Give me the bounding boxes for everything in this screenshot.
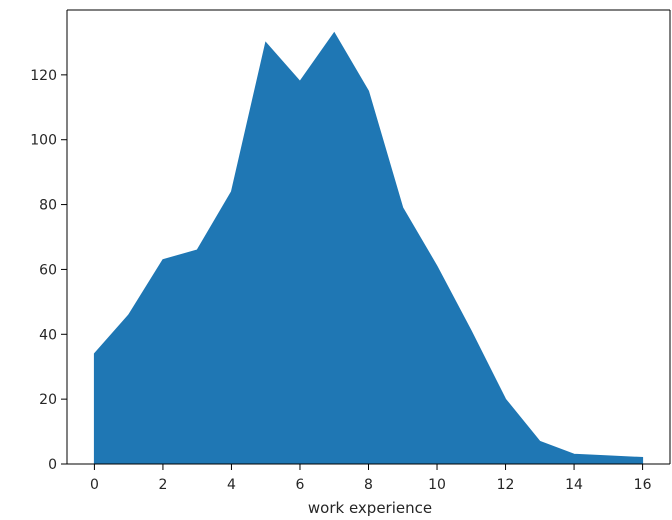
y-tick-label: 40 xyxy=(39,327,57,343)
y-tick-label: 100 xyxy=(30,133,57,149)
x-tick-label: 16 xyxy=(634,477,652,493)
x-tick-label: 10 xyxy=(428,477,446,493)
axes: 0 2 4 6 8 10 12 14 16 0 20 40 60 80 100 120 xyxy=(30,9,671,493)
x-tick-label: 12 xyxy=(497,477,515,493)
series-area-0 xyxy=(93,31,644,465)
y-tick-label: 120 xyxy=(30,68,57,84)
plot-area xyxy=(93,31,644,465)
y-tick-label: 20 xyxy=(39,392,57,408)
x-tick-label: 14 xyxy=(565,477,583,493)
x-tick-label: 4 xyxy=(227,477,236,493)
y-tick-label: 0 xyxy=(48,457,57,473)
x-tick-label: 0 xyxy=(90,477,99,493)
x-tick-label: 6 xyxy=(296,477,305,493)
x-axis-label: work experience xyxy=(308,499,432,517)
x-tick-label: 8 xyxy=(364,477,373,493)
x-tick-label: 2 xyxy=(158,477,167,493)
y-tick-label: 60 xyxy=(39,262,57,278)
y-tick-label: 80 xyxy=(39,198,57,214)
